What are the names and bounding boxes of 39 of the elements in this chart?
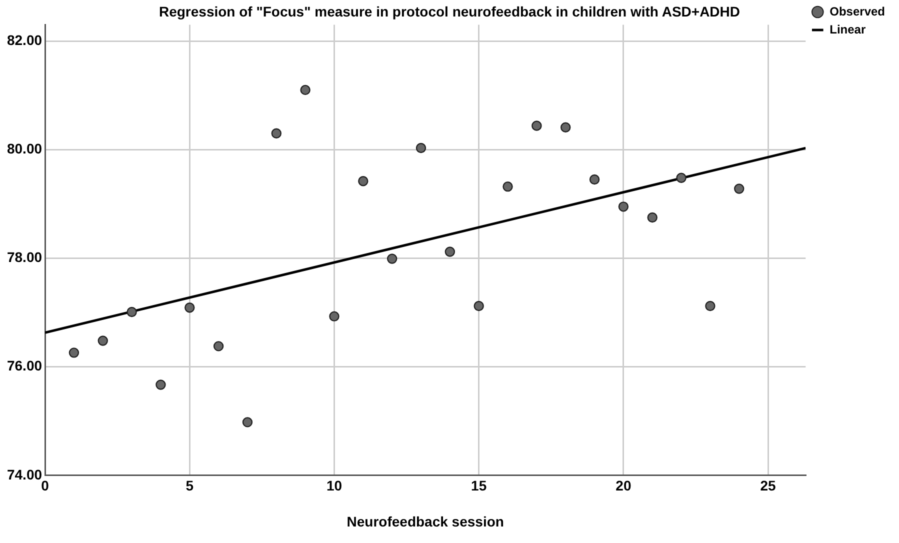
point xyxy=(705,300,716,312)
point xyxy=(474,300,484,312)
x-tick-label: 20 xyxy=(616,478,632,494)
point xyxy=(676,172,686,183)
point xyxy=(184,302,195,313)
point xyxy=(416,142,426,154)
y-tick-label: 82.00 xyxy=(6,32,42,48)
x-tick-label: 10 xyxy=(326,478,342,494)
point xyxy=(300,84,310,96)
legend-label: Linear xyxy=(830,22,866,36)
point xyxy=(98,336,108,346)
point xyxy=(444,246,456,257)
x-tick-label: 0 xyxy=(41,478,50,494)
point xyxy=(589,174,600,185)
point xyxy=(358,176,368,186)
x-tick-label: 5 xyxy=(186,478,194,494)
point xyxy=(532,120,542,131)
point xyxy=(647,212,658,223)
point xyxy=(502,181,513,192)
point xyxy=(386,254,398,264)
point xyxy=(271,128,282,138)
point xyxy=(156,380,166,390)
y-tick-label: 80.00 xyxy=(6,140,42,157)
chart-title: Regression of "Focus" measure in protocol neurofeedback in children with ASD+ADHD xyxy=(158,3,740,20)
y-tick-label: 78.00 xyxy=(6,249,42,266)
point xyxy=(560,122,571,133)
point xyxy=(68,348,80,358)
point xyxy=(213,341,224,352)
x-axis-title: Neurofeedback session xyxy=(346,513,504,530)
y-tick-label: 74.00 xyxy=(6,466,42,482)
point xyxy=(734,184,744,194)
point xyxy=(329,311,340,322)
point xyxy=(126,306,137,318)
x-tick-label: 15 xyxy=(471,478,487,494)
legend-label: Observed xyxy=(830,4,885,18)
point xyxy=(618,202,629,212)
point xyxy=(242,417,253,428)
x-tick-label: 25 xyxy=(760,478,776,494)
y-tick-label: 76.00 xyxy=(6,358,42,374)
